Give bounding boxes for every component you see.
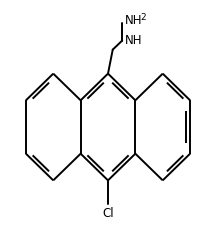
Text: NH: NH xyxy=(124,34,142,47)
Text: Cl: Cl xyxy=(102,207,114,219)
Text: NH: NH xyxy=(124,14,142,27)
Text: 2: 2 xyxy=(140,13,146,22)
